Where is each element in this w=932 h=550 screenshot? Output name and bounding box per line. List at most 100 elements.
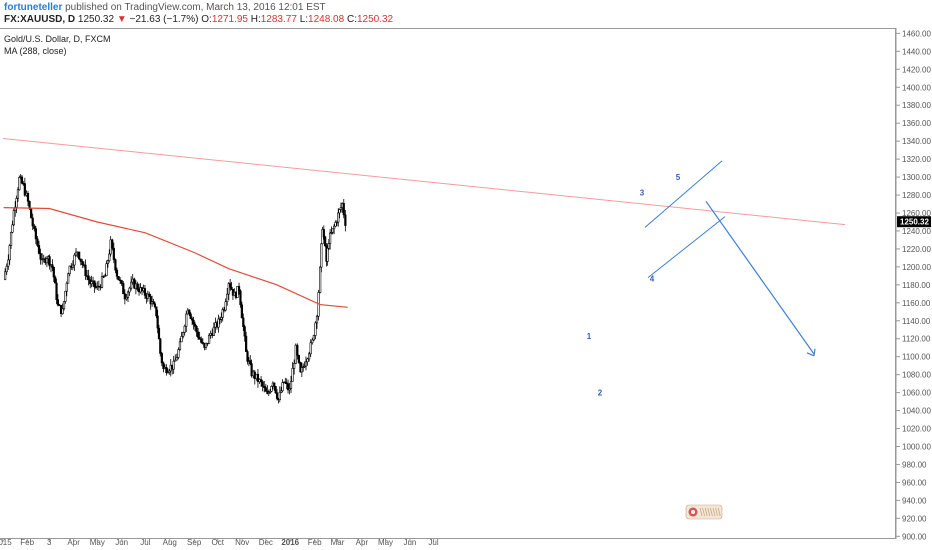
candle <box>157 324 161 340</box>
x-tick-label: Apr <box>356 538 369 547</box>
candle <box>273 382 276 391</box>
candle-body <box>293 363 296 369</box>
candle <box>67 272 70 284</box>
candle <box>18 175 21 191</box>
open-value: 1271.95 <box>211 14 248 25</box>
candle-body <box>236 286 239 298</box>
candle-body <box>36 238 39 246</box>
candle-body <box>122 283 125 295</box>
candle-body <box>128 287 131 293</box>
candle-body <box>54 276 57 284</box>
candle <box>224 298 227 312</box>
candle <box>65 281 68 297</box>
candle <box>220 312 223 323</box>
candle-body <box>79 258 82 262</box>
wave-label-4: 4 <box>650 275 655 284</box>
candle <box>196 327 200 341</box>
y-tick-label: 1240.00 <box>902 227 931 236</box>
candle-body <box>55 282 58 300</box>
close-label: C: <box>346 14 357 25</box>
candle-body <box>198 337 201 340</box>
logo-stripe <box>712 507 716 517</box>
candle-body <box>185 313 188 327</box>
candle <box>11 220 14 234</box>
candle-body <box>249 360 252 365</box>
candle <box>100 272 104 289</box>
candle <box>249 355 252 366</box>
x-tick-label: Oct <box>212 538 225 547</box>
candle-body <box>335 221 338 224</box>
candle <box>281 379 284 393</box>
candle-body <box>62 301 66 310</box>
candle <box>243 324 246 342</box>
candle-body <box>34 228 37 240</box>
candle-body <box>125 297 128 300</box>
y-tick-label: 1440.00 <box>902 47 931 56</box>
candle-body <box>270 386 273 392</box>
candle <box>319 265 322 294</box>
candle <box>198 331 201 340</box>
candle-body <box>159 338 162 354</box>
candle-body <box>136 283 139 290</box>
candle <box>31 213 34 230</box>
candle <box>37 240 41 255</box>
high-value: 1283.77 <box>260 14 297 25</box>
candle-body <box>333 225 336 229</box>
candle-body <box>177 349 180 358</box>
y-tick-label: 1260.00 <box>902 209 931 218</box>
candle-body <box>120 280 123 284</box>
candle-body <box>157 327 161 340</box>
y-tick-label: 1320.00 <box>902 155 931 164</box>
candle <box>73 253 76 271</box>
candle <box>36 236 39 248</box>
y-tick-label: 960.00 <box>902 478 927 487</box>
candle <box>306 357 309 366</box>
candle-body <box>308 353 311 360</box>
published-text: published on TradingView.com, March 13, … <box>65 2 326 13</box>
y-tick-label: 1160.00 <box>902 299 931 308</box>
arrow-shaft <box>705 200 815 355</box>
candle-body <box>100 276 104 288</box>
candle <box>143 284 147 299</box>
candle-body <box>289 381 293 389</box>
author-link[interactable]: fortuneteller <box>4 2 63 13</box>
x-tick-label: Jun <box>115 538 128 547</box>
rising-channel <box>644 160 726 279</box>
candle-body <box>166 371 169 374</box>
candle <box>245 331 248 352</box>
candle-body <box>338 209 341 214</box>
candle-body <box>212 326 215 336</box>
candle-body <box>28 201 31 209</box>
candle <box>308 351 311 362</box>
candle-body <box>37 245 41 254</box>
candle-body <box>326 248 329 262</box>
candle <box>33 223 36 232</box>
candle-body <box>16 189 20 199</box>
logo-stripe <box>715 507 718 517</box>
candle <box>333 224 336 235</box>
candle <box>84 259 87 280</box>
candle <box>117 276 120 281</box>
candle-body <box>188 309 191 315</box>
candle-body <box>269 390 272 393</box>
candle-body <box>61 308 64 315</box>
candle-body <box>11 224 14 233</box>
candle <box>175 353 178 361</box>
candle <box>68 265 71 277</box>
candle-body <box>67 273 70 284</box>
resistance-trendline <box>2 137 846 226</box>
publish-info: fortuneteller published on TradingView.c… <box>4 2 326 13</box>
candle-body <box>192 319 195 325</box>
candle-body <box>280 390 283 393</box>
candle <box>26 190 30 207</box>
candle-body <box>123 293 126 300</box>
candle-body <box>284 381 287 384</box>
candle-body <box>182 332 185 337</box>
x-tick-label: Jul <box>140 538 150 547</box>
candle-body <box>9 231 13 246</box>
candle-body <box>331 228 334 233</box>
y-tick-label: 1100.00 <box>902 353 931 362</box>
candle <box>180 331 183 343</box>
candle <box>78 251 81 261</box>
